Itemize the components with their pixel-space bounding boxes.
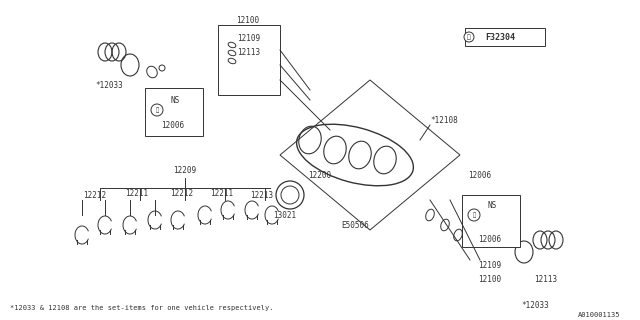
Text: 12100: 12100 [479,276,502,284]
Text: 12113: 12113 [534,276,557,284]
Text: *12033 & 12108 are the set-items for one vehicle respectively.: *12033 & 12108 are the set-items for one… [10,305,273,311]
Circle shape [468,209,480,221]
Text: 12211: 12211 [125,188,148,197]
Text: ①: ① [472,212,476,218]
Bar [462,195,520,247]
Text: 12212: 12212 [170,188,193,197]
Text: 12113: 12113 [237,47,260,57]
Bar [465,28,545,46]
Text: 12006: 12006 [479,236,502,244]
Text: 12109: 12109 [237,34,260,43]
Text: 12209: 12209 [173,165,196,174]
Text: 12006: 12006 [161,121,184,130]
Text: 12211: 12211 [211,188,234,197]
Text: A010001135: A010001135 [577,312,620,318]
Text: 12100: 12100 [236,15,260,25]
Text: E50506: E50506 [341,220,369,229]
Bar [145,88,203,136]
Text: NS: NS [170,95,180,105]
Text: *12033: *12033 [95,81,123,90]
Text: 13021: 13021 [273,211,296,220]
Text: 12109: 12109 [479,260,502,269]
Text: F32304: F32304 [485,33,515,42]
Text: *12033: *12033 [521,300,549,309]
Circle shape [151,104,163,116]
Text: *12108: *12108 [430,116,458,124]
Text: 12213: 12213 [250,191,273,201]
Bar [218,25,280,95]
Text: ①: ① [467,34,471,40]
Text: 12006: 12006 [468,171,492,180]
Circle shape [464,32,474,42]
Text: 12200: 12200 [308,171,331,180]
Text: 12212: 12212 [83,190,107,199]
Text: ①: ① [156,107,159,113]
Text: NS: NS [488,201,497,210]
